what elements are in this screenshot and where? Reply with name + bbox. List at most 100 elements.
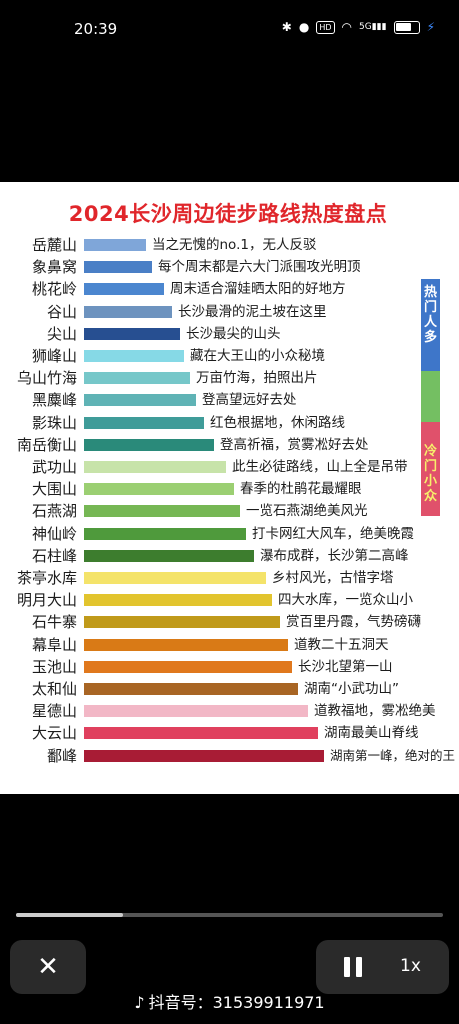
route-name: 太和仙 — [31, 680, 77, 698]
route-heat-bar — [84, 505, 240, 518]
route-name: 明月大山 — [16, 591, 77, 610]
route-heat-bar — [84, 705, 308, 718]
signal-icon: 5G▮▮▮ — [359, 22, 387, 32]
route-heat-bar — [84, 305, 172, 318]
route-name: 谷山 — [46, 302, 77, 321]
route-row: 石燕湖 一览石燕湖绝美风光 — [0, 500, 459, 522]
route-description: 瀑布成群，长沙第二高峰 — [260, 547, 409, 564]
route-description: 打卡网红大风车，绝美晚霞 — [252, 525, 414, 542]
route-row: 尖山 长沙最尖的山头 — [0, 323, 459, 345]
route-description: 道教福地，雾凇绝美 — [314, 703, 436, 720]
douyin-logo-icon: ♪ — [134, 993, 145, 1012]
route-heat-bar — [84, 416, 204, 429]
route-description: 长沙最尖的山头 — [186, 325, 281, 342]
speed-button[interactable]: 1x — [400, 956, 421, 976]
route-heat-bar — [84, 594, 272, 607]
route-description: 赏百里丹霞，气势磅礴 — [286, 614, 421, 631]
route-description: 登高望远好去处 — [202, 392, 297, 409]
infographic-image: 2024长沙周边徒步路线热度盘点 岳麓山 当之无愧的no.1，无人反驳 象鼻窝 每个周… — [0, 182, 459, 794]
route-row: 茶亭水库 乡村风光，古惜字塔 — [0, 567, 459, 589]
route-name: 乌山竹海 — [16, 369, 77, 388]
route-description: 一览石燕湖绝美风光 — [246, 503, 368, 520]
route-heat-bar — [84, 372, 190, 385]
route-heat-bar — [84, 350, 184, 362]
route-row: 武功山 此生必徒路线，山上全是吊带 — [0, 456, 459, 478]
route-row: 玉池山 长沙北望第一山 — [0, 656, 459, 678]
route-row: 乌山竹海 万亩竹海，拍照出片 — [0, 367, 459, 389]
video-progress-fill — [16, 913, 123, 917]
route-heat-bar — [84, 683, 298, 695]
route-name: 茶亭水库 — [16, 569, 77, 587]
route-heat-bar — [84, 549, 254, 562]
route-description: 长沙最滑的泥土坡在这里 — [178, 303, 327, 320]
route-row: 桃花岭 周末适合溜娃晒太阳的好地方 — [0, 278, 459, 300]
route-name: 鄱峰 — [46, 746, 77, 765]
infographic-title: 2024长沙周边徒步路线热度盘点 — [68, 202, 388, 226]
legend-cold-bar — [421, 422, 440, 516]
status-bar: 20:39 ✱ ● HD ◠ 5G▮▮▮ ⚡ — [0, 0, 459, 58]
route-name: 桃花岭 — [31, 280, 77, 299]
watermark-id: 31539911971 — [212, 993, 325, 1012]
route-row: 狮峰山 藏在大王山的小众秘境 — [0, 345, 459, 367]
route-description: 登高祈福，赏雾凇好去处 — [220, 436, 369, 453]
route-row: 明月大山 四大水库，一览众山小 — [0, 589, 459, 611]
route-description: 湖南第一峰，绝对的王 — [330, 747, 455, 763]
charging-icon: ⚡ — [426, 20, 435, 34]
route-description: 当之无愧的no.1，无人反驳 — [152, 237, 317, 253]
route-row: 黑麋峰 登高望远好去处 — [0, 389, 459, 411]
close-button[interactable]: ✕ — [10, 940, 86, 994]
route-heat-bar — [84, 638, 288, 651]
route-heat-bar — [84, 438, 214, 451]
playback-controls: 1x — [316, 940, 449, 994]
status-time: 20:39 — [74, 20, 118, 38]
route-description: 红色根据地，休闲路线 — [210, 414, 345, 431]
route-name: 大围山 — [31, 480, 77, 499]
close-icon: ✕ — [37, 952, 59, 982]
route-row: 影珠山 红色根据地，休闲路线 — [0, 412, 459, 434]
route-row: 象鼻窝 每个周末都是六大门派围攻光明顶 — [0, 256, 459, 278]
route-row: 大云山 湖南最美山脊线 — [0, 722, 459, 744]
legend-hot-label: 热门人多 — [423, 285, 437, 345]
route-name: 影珠山 — [31, 413, 77, 432]
route-heat-bar — [84, 261, 152, 274]
route-name: 石柱峰 — [31, 546, 77, 565]
route-heat-bar — [84, 239, 146, 251]
route-description: 四大水库，一览众山小 — [278, 592, 413, 609]
route-description: 乡村风光，古惜字塔 — [272, 570, 394, 586]
bluetooth-icon: ✱ — [281, 20, 292, 34]
route-row: 石牛寨 赏百里丹霞，气势磅礴 — [0, 611, 459, 633]
route-heat-bar — [84, 327, 180, 340]
watermark-label: 抖音号： — [148, 993, 213, 1012]
route-name: 神仙岭 — [31, 524, 77, 543]
route-name: 武功山 — [31, 458, 77, 476]
route-name: 幕阜山 — [31, 635, 77, 654]
route-heat-bar — [84, 727, 318, 740]
route-description: 藏在大王山的小众秘境 — [190, 348, 325, 364]
route-description: 万亩竹海，拍照出片 — [196, 370, 318, 387]
route-heat-bar — [84, 749, 324, 762]
route-heat-bar — [84, 527, 246, 540]
route-name: 尖山 — [46, 324, 77, 343]
route-name: 石牛寨 — [31, 613, 77, 632]
route-heat-bar — [84, 483, 234, 496]
route-description: 湖南最美山脊线 — [324, 725, 419, 742]
video-progress-bar[interactable] — [16, 913, 443, 917]
route-heat-bar — [84, 660, 292, 673]
legend-mid-bar — [421, 371, 440, 423]
route-row: 石柱峰 瀑布成群，长沙第二高峰 — [0, 545, 459, 567]
legend-cold-label: 冷门小众 — [423, 444, 437, 504]
route-name: 狮峰山 — [31, 347, 77, 365]
route-name: 石燕湖 — [31, 502, 77, 521]
route-row: 神仙岭 打卡网红大风车，绝美晚霞 — [0, 523, 459, 545]
route-row: 鄱峰 湖南第一峰，绝对的王 — [0, 745, 459, 767]
status-icons: ✱ ● HD ◠ 5G▮▮▮ ⚡ — [282, 20, 435, 34]
route-description: 湖南“小武功山” — [304, 681, 399, 697]
route-row: 谷山 长沙最滑的泥土坡在这里 — [0, 301, 459, 323]
route-name: 星德山 — [31, 702, 77, 721]
route-description: 春季的杜鹃花最耀眼 — [240, 481, 362, 498]
pause-icon[interactable] — [344, 957, 364, 977]
route-heat-bar — [84, 461, 226, 473]
route-row: 星德山 道教福地，雾凇绝美 — [0, 700, 459, 722]
route-name: 象鼻窝 — [31, 258, 77, 277]
route-heat-bar — [84, 283, 164, 296]
